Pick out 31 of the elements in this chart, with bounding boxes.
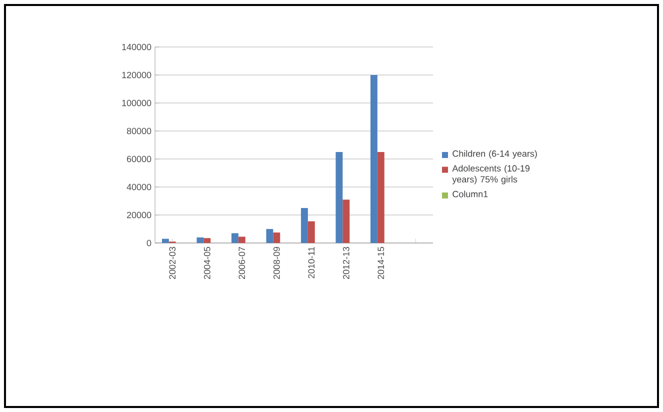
bar — [377, 152, 384, 243]
y-tick-label: 20000 — [127, 212, 152, 218]
x-tick-label: 2010-11 — [308, 246, 315, 278]
legend-label: Column1 — [452, 190, 488, 198]
legend-label: Children (6-14 years) — [452, 150, 537, 159]
y-tick-label: 120000 — [122, 72, 152, 78]
x-tick-label: 2012-13 — [342, 246, 350, 279]
bar — [196, 237, 204, 243]
y-tick-label: 100000 — [122, 100, 152, 106]
bar — [342, 200, 350, 243]
y-tick-label: 40000 — [126, 184, 152, 190]
y-tick-label: 140000 — [122, 44, 152, 50]
legend-label: Adolescents (10-19 years) 75% girls — [452, 164, 530, 184]
bar — [231, 233, 238, 243]
bar — [300, 208, 308, 243]
bar — [336, 152, 343, 243]
bar — [238, 236, 246, 243]
x-tick-label: 2004-05 — [204, 246, 210, 279]
x-tick-label: 2002-03 — [169, 246, 176, 279]
bar — [204, 238, 211, 243]
y-tick-label: 60000 — [127, 156, 152, 162]
bar — [162, 238, 169, 243]
bar — [308, 221, 315, 243]
bar — [370, 74, 378, 243]
y-tick-label: 80000 — [126, 128, 152, 134]
y-tick-label: 0 — [146, 240, 152, 246]
x-tick-label: 2008-09 — [273, 246, 280, 279]
bar — [266, 229, 274, 243]
x-tick-label: 2014-15 — [378, 246, 384, 279]
x-tick-label: 2006-07 — [238, 246, 246, 279]
bar — [273, 232, 280, 243]
